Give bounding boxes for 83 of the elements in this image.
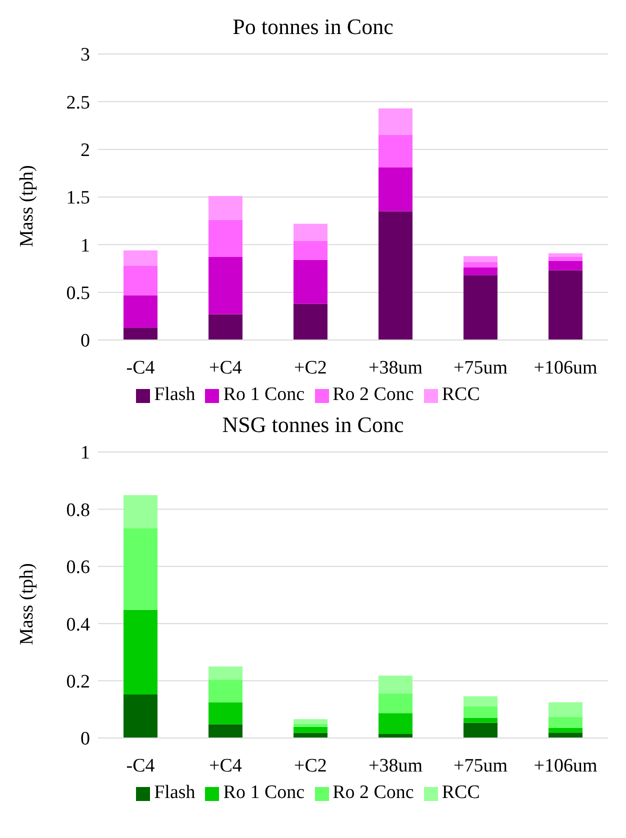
bar [208,220,242,258]
chart-title: Po tonnes in Conc [232,13,394,41]
bar [464,268,498,276]
x-tick-label: +38um [368,357,423,378]
x-tick-label: +C4 [209,755,242,776]
bar [464,696,498,706]
bar [124,610,158,695]
bar [548,702,582,717]
x-tick-label: +75um [454,357,508,378]
x-tick-label: +C2 [294,357,327,378]
y-tick-label: 1 [80,235,90,256]
bar [464,706,498,718]
bar [124,528,158,610]
bar [548,716,582,728]
bar [208,314,242,340]
x-tick-label: -C4 [126,357,156,378]
bar [124,250,158,266]
bar [378,713,412,734]
x-tick-label: +C4 [209,357,242,378]
bar [464,275,498,340]
bar [378,211,412,340]
x-tick-label: -C4 [126,755,156,776]
legend-label: Ro 2 Conc [332,782,414,803]
bar [294,726,328,733]
bar [294,260,328,304]
bar [548,260,582,270]
bar [208,257,242,314]
chart-title: NSG tonnes in Conc [221,411,405,439]
bar [378,135,412,168]
x-tick-label: +75um [454,755,508,776]
y-axis-title: Mass (tph) [16,563,38,645]
legend-label: Ro 1 Conc [223,782,305,803]
y-tick-label: 0 [80,330,90,352]
x-tick-label: +C2 [294,755,327,776]
bar [294,304,328,340]
bar [208,680,242,702]
bar [464,722,498,738]
legend-label: Ro 2 Conc [332,384,414,405]
x-tick-label: +106um [534,755,598,776]
bar [294,724,328,727]
y-tick-label: 2.5 [66,92,90,114]
bar [208,666,242,680]
bar [378,676,412,694]
legend-label: Flash [154,384,196,405]
x-tick-label: +106um [534,357,598,378]
bar [208,702,242,724]
bar [464,256,498,262]
bar [294,240,328,260]
bar [548,257,582,261]
bar [464,718,498,723]
bar [124,295,158,328]
legend-label: Flash [154,782,196,803]
bar [124,694,158,738]
bar [378,167,412,212]
bar [124,266,158,296]
y-tick-label: 2 [80,140,90,162]
y-tick-label: 0.4 [66,614,90,636]
bar [294,224,328,241]
bar [548,728,582,733]
y-tick-label: 0.2 [66,672,90,693]
bar [548,732,582,738]
bar [464,262,498,268]
y-tick-label: 0.8 [66,500,90,521]
legend-label: Ro 1 Conc [223,384,305,405]
y-tick-label: 1.5 [66,188,90,209]
legend-label: RCC [442,384,480,405]
y-tick-label: 0.6 [66,557,90,578]
bar [208,724,242,738]
bar [548,270,582,340]
x-tick-label: +38um [368,755,423,776]
y-tick-label: 0 [80,728,90,750]
y-axis-title: Mass (tph) [16,165,38,247]
bar [208,196,242,220]
y-tick-label: 1 [80,442,90,464]
bar [124,328,158,340]
y-tick-label: 3 [80,44,90,66]
bar [378,693,412,714]
bar [378,108,412,136]
y-tick-label: 0.5 [66,283,90,304]
bar [548,253,582,258]
legend-label: RCC [442,782,480,803]
bar [124,495,158,528]
bar [294,719,328,724]
